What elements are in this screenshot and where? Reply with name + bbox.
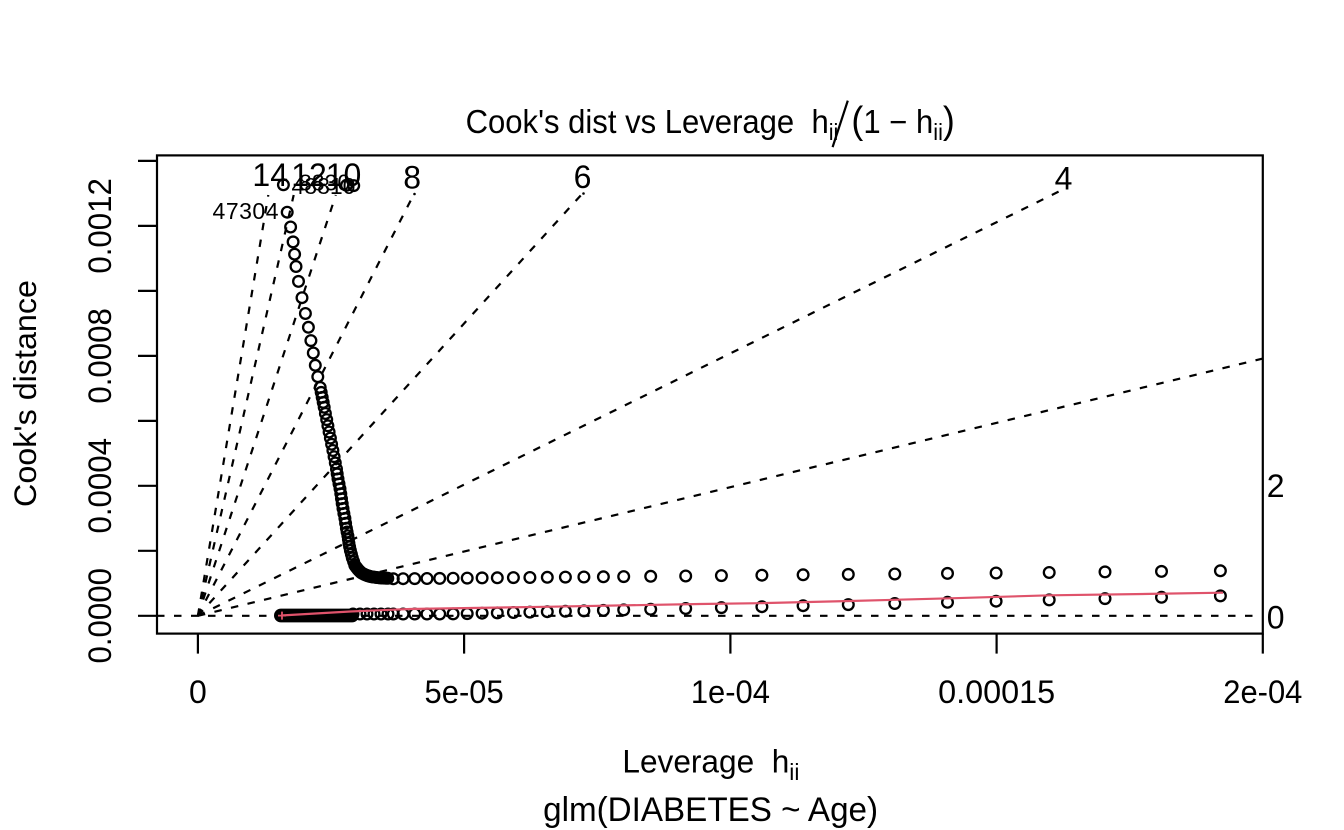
- svg-text:48810: 48810: [292, 173, 356, 199]
- svg-text:0.0012: 0.0012: [82, 178, 118, 274]
- svg-text:2: 2: [1267, 468, 1285, 504]
- svg-text:14: 14: [252, 157, 288, 193]
- svg-text:8830: 8830: [299, 170, 350, 196]
- svg-text:Cook's distance: Cook's distance: [7, 280, 43, 507]
- svg-text:0.0000: 0.0000: [82, 568, 118, 664]
- svg-text:8: 8: [403, 160, 421, 196]
- svg-text:2e-04: 2e-04: [1223, 674, 1302, 710]
- svg-text:0.0004: 0.0004: [82, 438, 118, 534]
- svg-text:0.0008: 0.0008: [82, 308, 118, 404]
- svg-text:47304: 47304: [213, 198, 279, 224]
- svg-text:Leverage hii: Leverage hii: [622, 744, 799, 785]
- svg-text:glm(DIABETES ~ Age): glm(DIABETES ~ Age): [543, 791, 878, 829]
- svg-text:5e-05: 5e-05: [425, 674, 504, 710]
- svg-text:4: 4: [1055, 161, 1073, 197]
- svg-text:0.00015: 0.00015: [938, 674, 1055, 710]
- svg-text:0: 0: [1267, 599, 1285, 635]
- svg-text:12: 12: [291, 157, 327, 193]
- svg-text:10: 10: [326, 157, 362, 193]
- svg-text:0: 0: [189, 674, 207, 710]
- svg-text:6: 6: [574, 159, 592, 195]
- svg-text:1e-04: 1e-04: [691, 674, 770, 710]
